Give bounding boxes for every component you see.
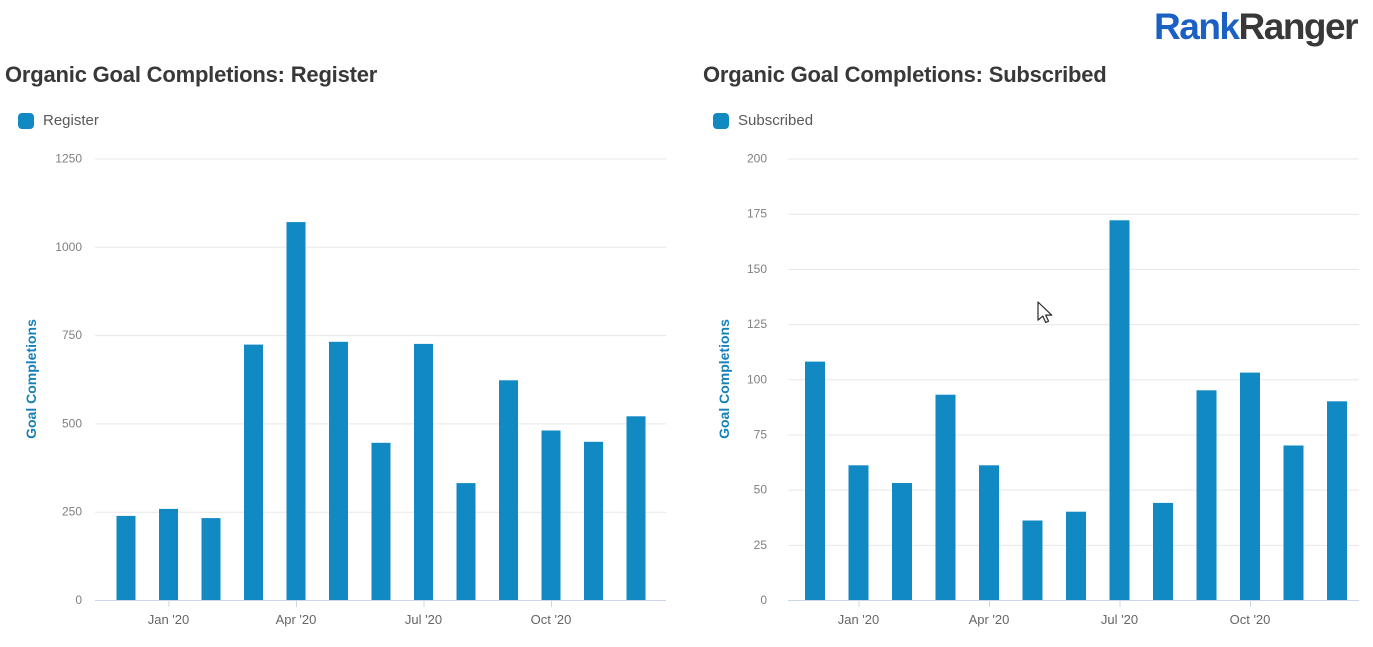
bar-dec19[interactable] xyxy=(805,361,825,600)
register-chart: 0 250 500 750 1000 1250 Jan '20 Apr '20 Jul '20 O… xyxy=(23,152,666,627)
y-tick-label: 175 xyxy=(747,207,767,221)
bar-jan20[interactable] xyxy=(159,508,178,600)
y-tick-label: 500 xyxy=(62,416,82,430)
bar-may20[interactable] xyxy=(1022,520,1043,601)
logo-ranger-text: Ranger xyxy=(1238,6,1359,47)
rankranger-logo: RankRanger xyxy=(1154,6,1359,48)
register-legend-swatch-icon xyxy=(18,112,34,129)
logo-rank-text: Rank xyxy=(1154,6,1240,47)
register-legend-item[interactable]: Register xyxy=(18,112,99,129)
y-tick-label: 1250 xyxy=(55,152,82,166)
x-tick-label: Oct '20 xyxy=(531,612,572,627)
bar-jun20[interactable] xyxy=(371,442,391,600)
bar-apr20[interactable] xyxy=(979,465,999,600)
bar-jul20[interactable] xyxy=(1109,220,1130,601)
x-tick-label: Oct '20 xyxy=(1230,612,1271,627)
bar-jan20[interactable] xyxy=(848,465,869,600)
bar-dec20[interactable] xyxy=(1327,401,1347,600)
x-tick-label: Jul '20 xyxy=(1101,612,1138,627)
bar-dec20[interactable] xyxy=(626,416,646,600)
y-tick-label: 1000 xyxy=(55,240,82,254)
mouse-cursor-icon xyxy=(1037,301,1053,324)
y-tick-label: 50 xyxy=(754,483,768,497)
bar-oct20[interactable] xyxy=(1240,372,1260,600)
subscribed-legend-swatch-icon xyxy=(713,112,729,129)
register-chart-title: Organic Goal Completions: Register xyxy=(5,62,378,87)
x-tick-label: Jul '20 xyxy=(405,612,442,627)
x-tick-label: Jan '20 xyxy=(148,612,190,627)
bar-sep20[interactable] xyxy=(1196,390,1217,600)
bar-may20[interactable] xyxy=(329,341,348,600)
subscribed-chart-title: Organic Goal Completions: Subscribed xyxy=(703,62,1107,87)
x-tick-label: Apr '20 xyxy=(276,612,317,627)
y-tick-label: 25 xyxy=(754,538,768,552)
bar-nov20[interactable] xyxy=(584,441,603,600)
bar-aug20[interactable] xyxy=(456,483,476,600)
bar-sep20[interactable] xyxy=(499,380,518,600)
y-tick-label: 750 xyxy=(62,328,82,342)
bar-nov20[interactable] xyxy=(1283,445,1304,601)
bar-oct20[interactable] xyxy=(541,430,561,601)
bar-mar20[interactable] xyxy=(244,344,263,600)
bar-aug20[interactable] xyxy=(1153,502,1173,600)
y-axis-title: Goal Completions xyxy=(23,319,39,439)
register-legend-label: Register xyxy=(43,112,99,129)
y-axis-title: Goal Completions xyxy=(716,319,732,439)
y-tick-label: 100 xyxy=(747,372,767,386)
bar-jul20[interactable] xyxy=(414,343,433,600)
x-tick-label: Jan '20 xyxy=(838,612,880,627)
subscribed-chart: 0 25 50 75 100 125 150 175 200 Jan '20 Apr '20 Jul … xyxy=(716,152,1359,627)
y-tick-label: 75 xyxy=(754,427,768,441)
bar-apr20[interactable] xyxy=(286,222,306,600)
subscribed-legend-label: Subscribed xyxy=(738,112,814,129)
cursor-arrow xyxy=(1037,301,1053,324)
subscribed-legend-item[interactable]: Subscribed xyxy=(713,112,813,129)
bar-dec19[interactable] xyxy=(116,515,136,600)
y-tick-label: 150 xyxy=(747,262,767,276)
y-tick-label: 0 xyxy=(760,593,767,607)
y-tick-label: 125 xyxy=(747,317,767,331)
bar-feb20[interactable] xyxy=(892,483,912,600)
y-tick-label: 0 xyxy=(75,593,82,607)
bar-mar20[interactable] xyxy=(935,394,956,600)
y-tick-label: 250 xyxy=(62,505,82,519)
bar-jun20[interactable] xyxy=(1066,511,1086,600)
y-tick-label: 200 xyxy=(747,152,767,166)
bar-feb20[interactable] xyxy=(201,518,221,600)
x-tick-label: Apr '20 xyxy=(969,612,1010,627)
